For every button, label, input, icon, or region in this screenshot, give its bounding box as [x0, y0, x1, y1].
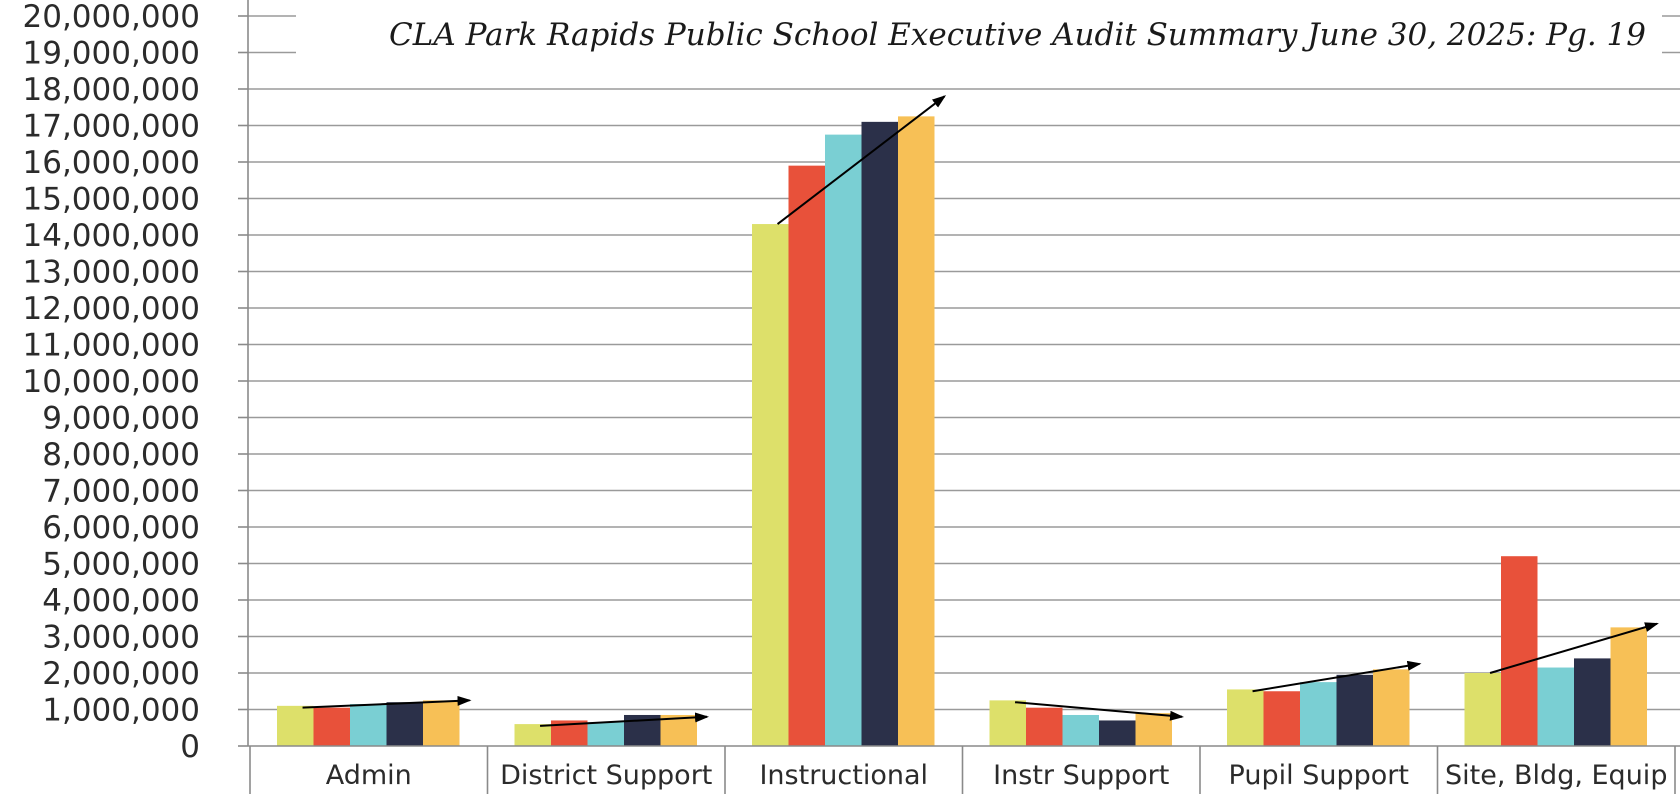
y-tick-label: 13,000,000 [23, 255, 201, 291]
bar [1501, 556, 1538, 746]
bar [1611, 627, 1648, 746]
y-tick-label: 14,000,000 [23, 218, 201, 254]
bar [898, 116, 935, 746]
bar [588, 722, 625, 746]
x-category-label: Instr Support [993, 760, 1169, 791]
gridlines [238, 16, 1680, 746]
trend-arrows [303, 96, 1657, 726]
bar [277, 706, 314, 746]
x-category-label: Pupil Support [1229, 760, 1409, 791]
x-category-label: Instructional [759, 760, 928, 791]
y-tick-label: 19,000,000 [23, 36, 201, 72]
bar [1574, 658, 1611, 746]
x-category-label: Site, Bldg, Equip [1445, 760, 1667, 791]
bar [1373, 669, 1410, 746]
chart-title: CLA Park Rapids Public School Executive … [389, 17, 1646, 53]
y-tick-label: 6,000,000 [42, 510, 200, 546]
y-tick-label: 16,000,000 [23, 145, 201, 181]
x-category-label: Admin [326, 760, 412, 791]
y-tick-label: 18,000,000 [23, 72, 201, 108]
y-tick-label: 15,000,000 [23, 182, 201, 218]
bar [1300, 682, 1337, 746]
bar [990, 700, 1027, 746]
bar [515, 724, 552, 746]
y-tick-label: 10,000,000 [23, 364, 201, 400]
bar [1063, 715, 1100, 746]
y-tick-label: 5,000,000 [42, 547, 200, 583]
bar [1227, 689, 1264, 746]
bar [1538, 668, 1575, 746]
y-tick-label: 0 [180, 729, 200, 765]
bar [825, 135, 862, 746]
x-category-label: District Support [500, 760, 712, 791]
bar [423, 700, 460, 746]
y-tick-label: 2,000,000 [42, 656, 200, 692]
bar [752, 224, 789, 746]
bar [789, 166, 826, 746]
y-tick-label: 7,000,000 [42, 474, 200, 510]
y-tick-label: 12,000,000 [23, 291, 201, 327]
bar [862, 122, 899, 746]
bar [350, 704, 387, 746]
bar [1136, 713, 1173, 746]
bar [387, 702, 424, 746]
y-tick-label: 3,000,000 [42, 620, 200, 656]
bar [314, 708, 351, 746]
bar [1026, 708, 1063, 746]
y-tick-label: 9,000,000 [42, 401, 200, 437]
y-tick-label: 4,000,000 [42, 583, 200, 619]
y-tick-label: 20,000,000 [23, 0, 201, 35]
bar [1099, 720, 1136, 746]
y-axis-tick-labels: 01,000,0002,000,0003,000,0004,000,0005,0… [23, 0, 201, 765]
y-tick-label: 1,000,000 [42, 693, 200, 729]
y-tick-label: 17,000,000 [23, 109, 201, 145]
y-tick-label: 11,000,000 [23, 328, 201, 364]
bar [1465, 673, 1502, 746]
bars [277, 116, 1647, 746]
bar [1337, 675, 1374, 746]
bar [1264, 691, 1301, 746]
y-tick-label: 8,000,000 [42, 437, 200, 473]
